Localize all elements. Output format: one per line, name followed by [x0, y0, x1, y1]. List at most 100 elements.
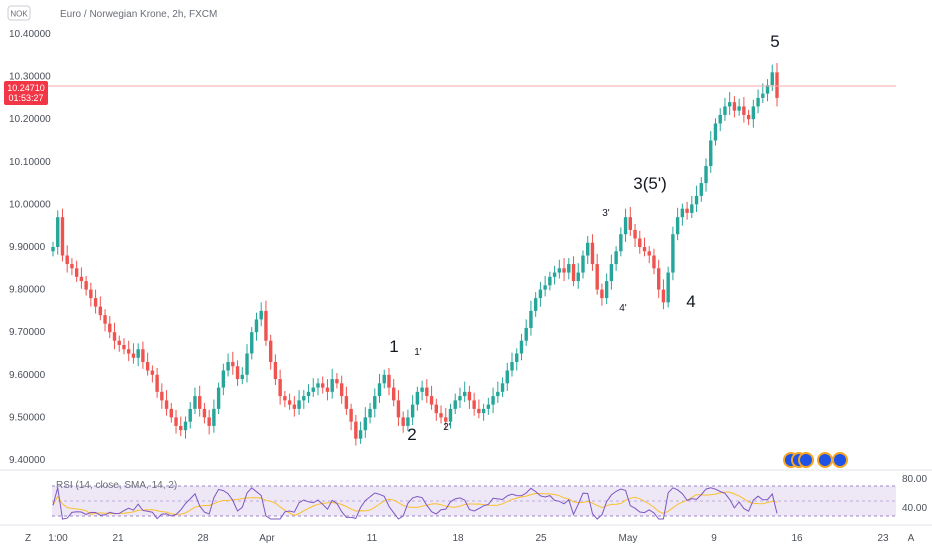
- candle-body: [98, 306, 103, 316]
- price-tick-label: 9.90000: [9, 242, 46, 253]
- candle-body: [656, 268, 661, 290]
- price-tick-label: 9.60000: [9, 370, 46, 381]
- candle-body: [193, 396, 197, 409]
- candle-body: [302, 396, 306, 401]
- event-icon[interactable]: [817, 452, 833, 468]
- candle-body: [358, 430, 363, 439]
- candle-body: [240, 374, 244, 380]
- price-tick-label: 10.40000: [9, 29, 51, 40]
- candle-body: [746, 114, 751, 120]
- candle-body: [306, 391, 311, 397]
- candle-body: [311, 387, 315, 392]
- price-tick-label: 9.80000: [9, 285, 46, 296]
- candle-body: [392, 387, 396, 401]
- candle-body: [590, 242, 595, 265]
- price-axis[interactable]: 10.40000 10.30000 10.20000 10.10000 10.00000…: [9, 29, 51, 466]
- candle-body: [548, 276, 552, 286]
- candle-body: [406, 417, 410, 426]
- candle-body: [93, 298, 98, 307]
- currency-badge[interactable]: [7, 5, 31, 21]
- candle-body: [226, 362, 230, 371]
- auto-scale-button[interactable]: A: [908, 533, 915, 544]
- candle-body: [221, 370, 226, 388]
- candle-body: [727, 102, 732, 107]
- time-tick-label: 11: [367, 533, 378, 544]
- candle-body: [586, 242, 590, 256]
- candle-body: [453, 400, 457, 409]
- candle-body: [685, 208, 689, 213]
- candle-body: [216, 387, 221, 409]
- candle-body: [680, 208, 685, 218]
- time-tick-label: 16: [791, 533, 803, 544]
- event-icon[interactable]: [832, 452, 848, 468]
- candle-body: [174, 417, 178, 426]
- candle-body: [756, 97, 760, 107]
- candle-body: [410, 404, 415, 418]
- candle-body: [297, 400, 301, 409]
- candle-body: [212, 408, 216, 426]
- candle-body: [581, 255, 585, 273]
- candle-body: [273, 362, 278, 380]
- wave-label-4-prime: 4': [619, 303, 627, 314]
- time-tick-label: 25: [535, 533, 547, 544]
- time-tick-label: 21: [112, 533, 124, 544]
- wave-label-2: 2: [407, 425, 416, 444]
- candle-body: [231, 362, 235, 367]
- candle-body: [349, 408, 353, 422]
- candle-body: [557, 268, 562, 273]
- candle-body: [510, 362, 514, 371]
- candle-body: [638, 238, 642, 247]
- candle-body: [576, 272, 580, 282]
- wave-label-3-prime: 3': [602, 208, 610, 219]
- candle-body: [354, 421, 358, 439]
- candle-body: [268, 340, 273, 363]
- candle-body: [647, 251, 651, 256]
- price-tag-value: 10.24710: [7, 83, 45, 93]
- candle-body: [704, 166, 708, 184]
- candle-body: [122, 344, 126, 350]
- candle-body: [141, 349, 145, 363]
- candle-body: [325, 387, 330, 392]
- candle-body: [567, 264, 571, 273]
- candle-body: [571, 264, 576, 282]
- timezone-button[interactable]: Z: [25, 533, 31, 544]
- time-axis[interactable]: 1:00 21 28 Apr 11 18 25 May 9 16 23: [48, 533, 889, 544]
- rsi-pane[interactable]: RSI (14, close, SMA, 14, 2) 80.00 40.00: [52, 474, 927, 520]
- candle-body: [538, 289, 543, 299]
- candle-body: [202, 408, 207, 418]
- candle-body: [65, 255, 69, 265]
- rsi-ma-line: [52, 491, 778, 516]
- price-tick-label: 9.40000: [9, 455, 46, 466]
- candles: [51, 62, 779, 446]
- event-icons[interactable]: [783, 452, 848, 468]
- candle-body: [718, 114, 722, 124]
- candle-body: [699, 183, 703, 196]
- candle-body: [486, 404, 491, 409]
- time-tick-label: 18: [452, 533, 464, 544]
- rsi-level-label-80: 80.00: [902, 474, 927, 485]
- price-tag-countdown: 01:53:27: [8, 93, 43, 103]
- candle-body: [131, 353, 136, 358]
- wave-label-1: 1: [389, 337, 398, 356]
- candle-body: [491, 396, 495, 405]
- price-tick-label: 10.10000: [9, 157, 51, 168]
- candle-body: [765, 85, 770, 94]
- wave-label-5: 5: [770, 32, 779, 51]
- candle-body: [330, 379, 334, 392]
- candle-body: [709, 140, 713, 167]
- price-tick-label: 9.50000: [9, 412, 46, 423]
- time-tick-label: 28: [197, 533, 209, 544]
- candle-body: [713, 123, 718, 141]
- candle-body: [462, 391, 467, 397]
- price-tick-label: 10.20000: [9, 114, 51, 125]
- candle-body: [595, 264, 599, 290]
- event-icon[interactable]: [798, 452, 814, 468]
- candle-body: [505, 370, 509, 384]
- candle-body: [434, 404, 438, 414]
- wave-label-1-prime: 1': [414, 347, 422, 358]
- candle-body: [368, 408, 372, 418]
- candle-body: [628, 217, 633, 230]
- candle-body: [458, 396, 462, 401]
- candle-body: [164, 400, 169, 409]
